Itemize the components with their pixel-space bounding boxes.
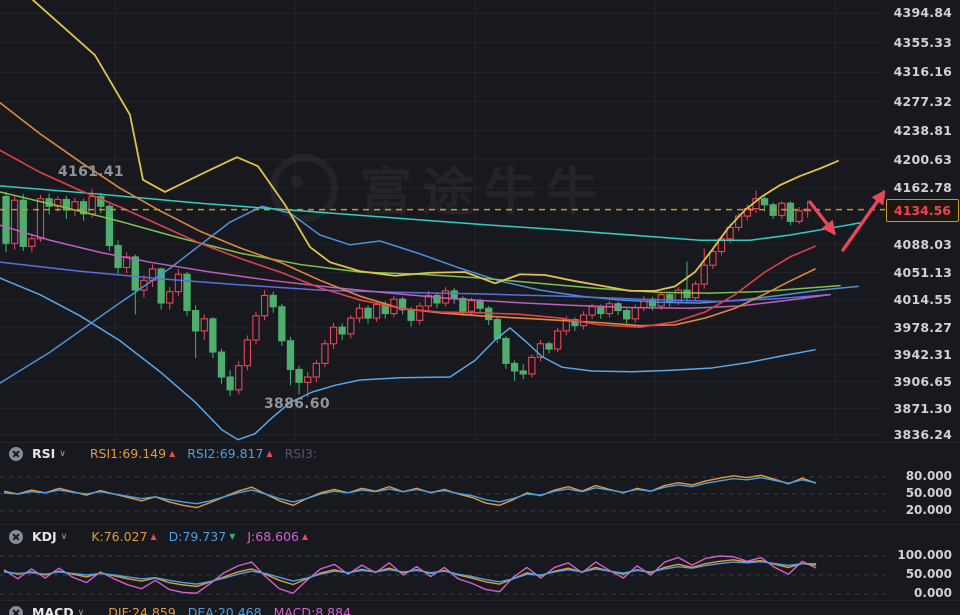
kdj-panel-header: KDJ ∨ K:76.027 ▲ D:79.737 ▼ J:68.606 ▲ xyxy=(0,527,885,546)
price-axis-label: 4088.03 xyxy=(893,236,952,252)
panel-divider xyxy=(0,600,960,601)
price-axis-label: 4277.32 xyxy=(893,93,952,109)
rsi-panel-header: RSI ∨ RSI1:69.149 ▲ RSI2:69.817 ▲ RSI3: xyxy=(0,444,885,463)
chevron-down-icon[interactable]: ∨ xyxy=(60,531,68,542)
macd-close-icon[interactable] xyxy=(9,605,23,615)
indicator-axis-label: 0.000 xyxy=(914,586,952,600)
rsi3-value: RSI3: xyxy=(284,446,318,461)
kdj-d-value: D:79.737 xyxy=(168,529,227,544)
indicator-axis-label: 50.000 xyxy=(905,486,952,500)
price-axis-label: 3871.30 xyxy=(893,400,952,416)
price-axis-label: 4238.81 xyxy=(893,122,952,138)
price-axis-label: 3836.24 xyxy=(893,426,952,442)
macd-dea-value: DEA:20.468 xyxy=(187,605,262,615)
price-axis[interactable]: 4394.84 4355.33 4316.16 4277.32 4238.81 4200.… xyxy=(885,0,960,443)
swing-high-label: 4161.41 xyxy=(58,164,124,180)
price-axis-label: 4355.33 xyxy=(893,34,952,50)
macd-indicator-selector[interactable]: MACD xyxy=(32,605,74,615)
price-axis-label: 4316.16 xyxy=(893,64,952,80)
panel-divider xyxy=(0,524,960,525)
indicator-axis-label: 100.000 xyxy=(897,548,952,562)
price-axis-label: 3906.65 xyxy=(893,373,952,389)
down-triangle-icon: ▼ xyxy=(229,532,236,541)
indicator-axis-label: 50.000 xyxy=(905,567,952,581)
price-axis-label: 4014.55 xyxy=(893,292,952,308)
price-axis-label: 4051.13 xyxy=(893,264,952,280)
up-triangle-icon: ▲ xyxy=(302,532,309,541)
chevron-down-icon[interactable]: ∨ xyxy=(59,448,66,459)
indicator-axis-label: 80.000 xyxy=(905,469,952,483)
macd-dif-value: DIF:24.859 xyxy=(108,605,176,615)
kdj-k-value: K:76.027 xyxy=(91,529,148,544)
price-axis-label: 4200.63 xyxy=(893,151,952,167)
rsi1-value: RSI1:69.149 xyxy=(89,446,167,461)
rsi-close-icon[interactable] xyxy=(9,446,23,461)
up-triangle-icon: ▲ xyxy=(150,532,157,541)
up-triangle-icon: ▲ xyxy=(169,449,176,458)
price-axis-label: 4162.78 xyxy=(893,180,952,196)
up-triangle-icon: ▲ xyxy=(266,449,273,458)
indicator-axis-label: 20.000 xyxy=(905,503,952,517)
macd-panel-header: MACD ∨ DIF:24.859 DEA:20.468 MACD:8.884 xyxy=(0,603,885,615)
kdj-indicator-selector[interactable]: KDJ xyxy=(32,529,57,544)
price-axis-label: 3942.31 xyxy=(893,346,952,362)
kdj-close-icon[interactable] xyxy=(9,529,23,544)
panel-divider xyxy=(0,442,960,443)
macd-value: MACD:8.884 xyxy=(273,605,352,615)
chevron-down-icon[interactable]: ∨ xyxy=(77,607,85,615)
current-price-badge: 4134.56 xyxy=(886,199,959,222)
price-axis-label: 4394.84 xyxy=(893,5,952,20)
rsi-indicator-selector[interactable]: RSI xyxy=(32,446,56,461)
swing-low-label: 3886.60 xyxy=(264,396,330,412)
price-axis-label: 3978.27 xyxy=(893,319,952,335)
rsi2-value: RSI2:69.817 xyxy=(187,446,264,461)
kdj-j-value: J:68.606 xyxy=(247,529,299,544)
